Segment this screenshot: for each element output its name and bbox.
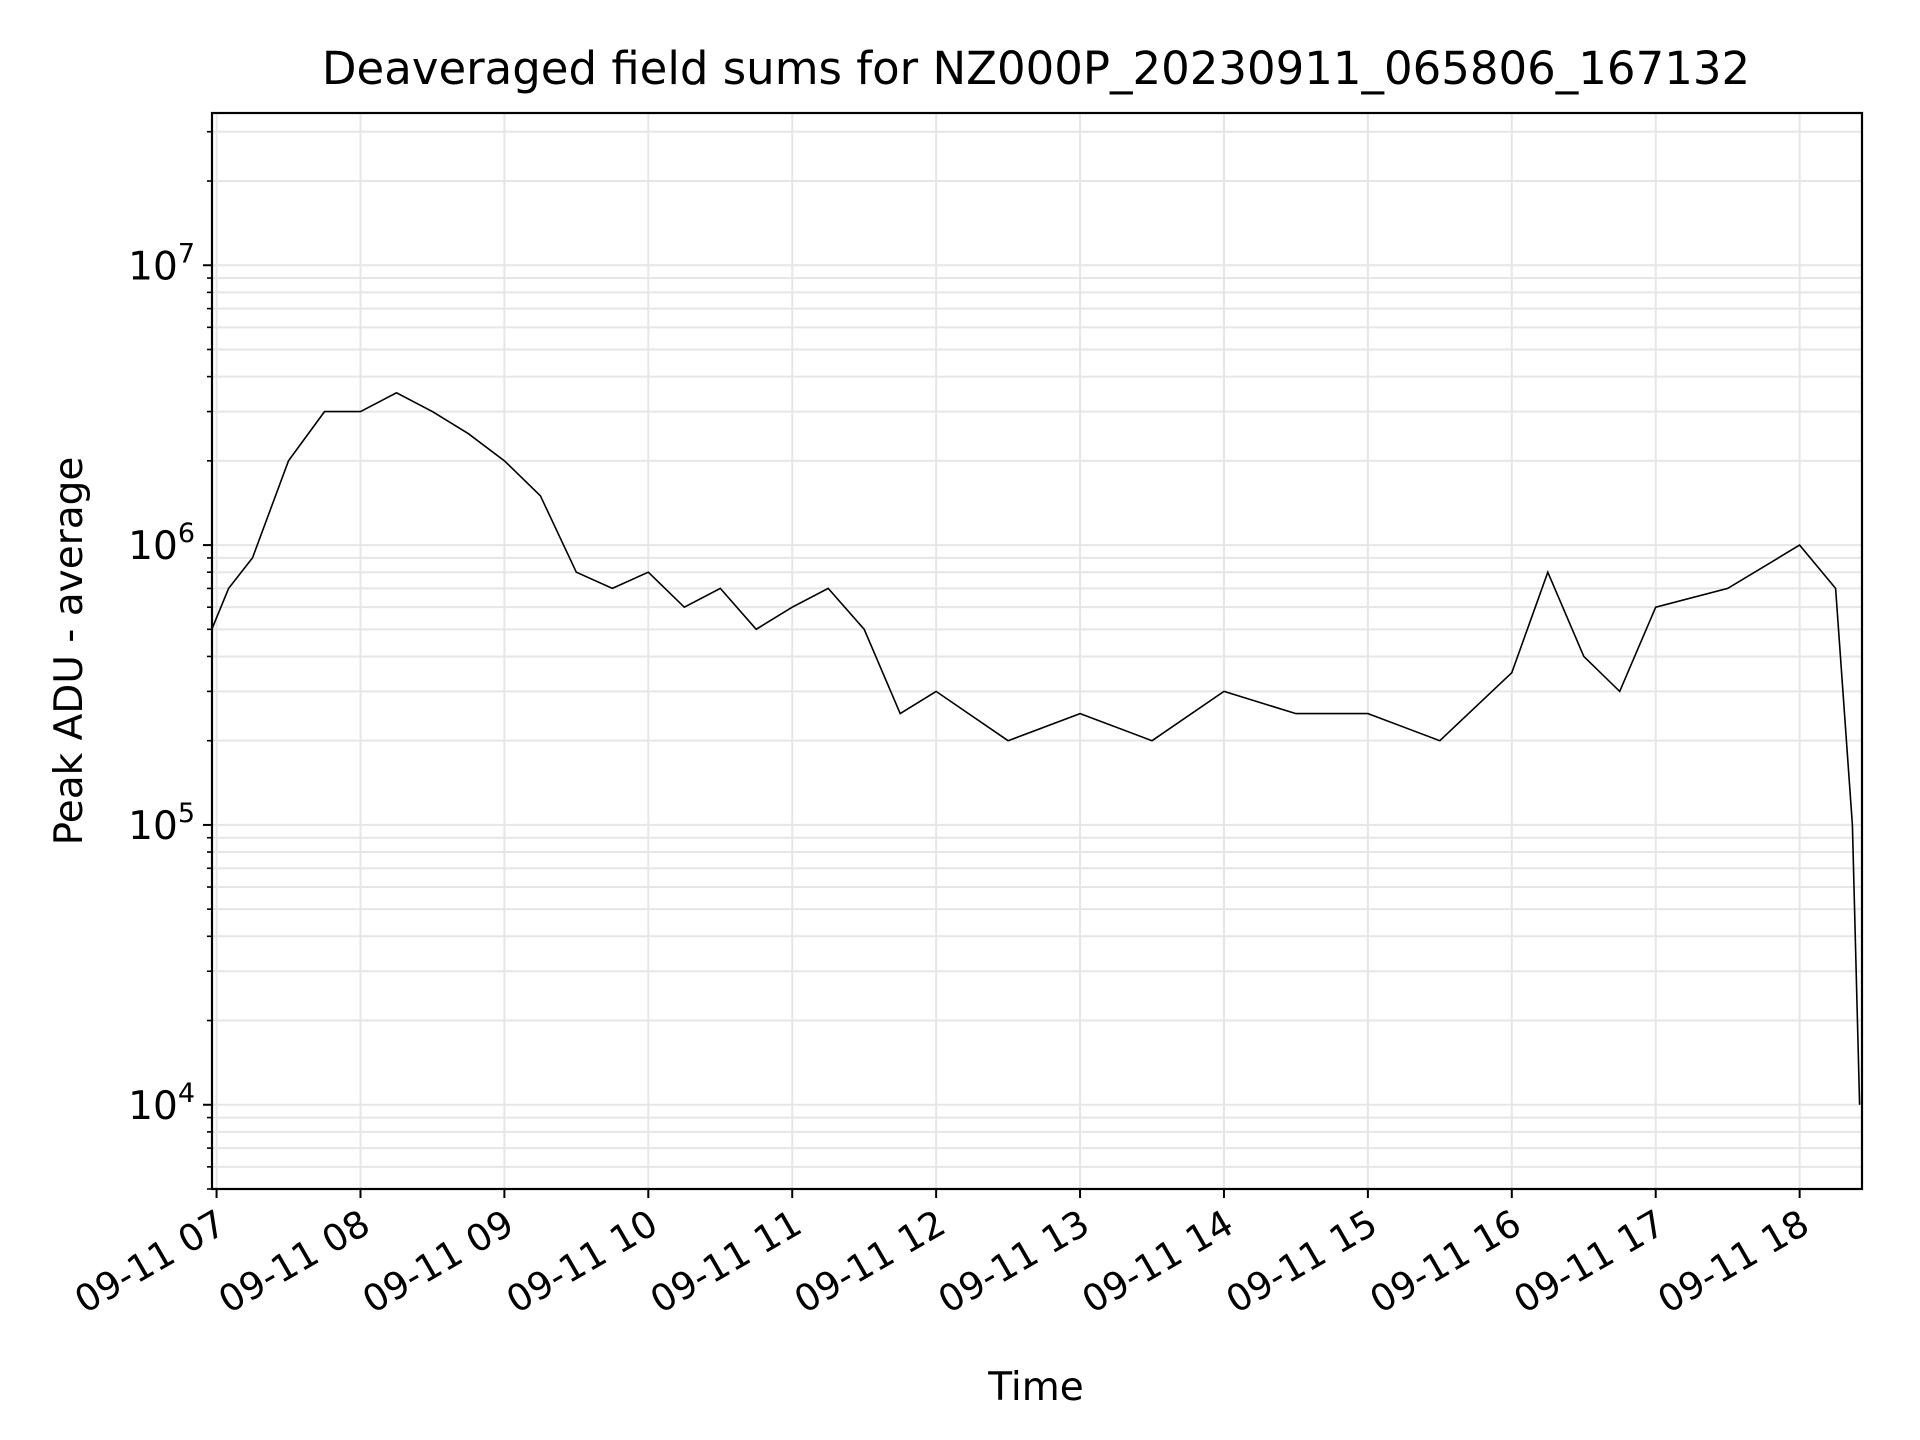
grid <box>212 113 1862 1190</box>
series-line-group <box>211 391 1861 1105</box>
y-tick-label: 105 <box>128 798 195 849</box>
plot-frame <box>210 111 1864 1191</box>
chart-title: Deaveraged field sums for NZ000P_2023091… <box>322 42 1750 95</box>
y-tick-label: 104 <box>128 1078 195 1129</box>
x-axis-label: Time <box>987 1365 1083 1410</box>
y-tick-label: 107 <box>128 238 195 289</box>
y-axis: 104 105 106 107 <box>128 130 212 1190</box>
y-tick-label: 106 <box>128 518 195 569</box>
y-axis-label: Peak ADU - average <box>47 457 92 846</box>
series-line <box>211 391 1861 1105</box>
